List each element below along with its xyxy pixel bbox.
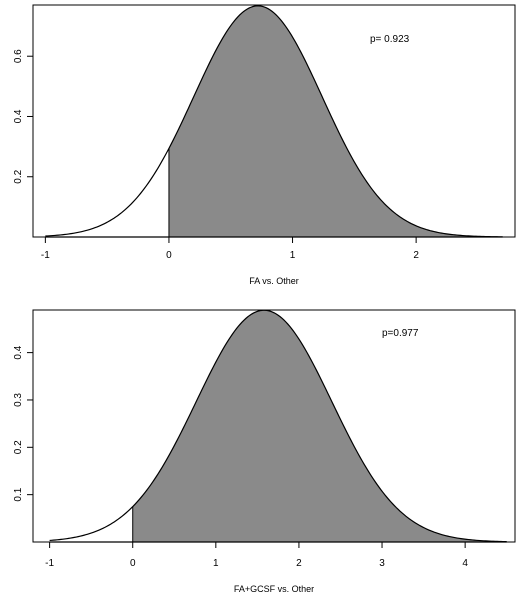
y-tick-label: 0.3 bbox=[13, 393, 24, 407]
y-tick-label: 0.4 bbox=[13, 109, 24, 123]
y-tick-label: 0.6 bbox=[13, 49, 24, 63]
x-tick-label: 2 bbox=[296, 558, 302, 569]
plot-frame bbox=[32, 4, 516, 238]
x-tick-label: 3 bbox=[379, 558, 385, 569]
p-value-annotation: p=0.977 bbox=[382, 328, 419, 339]
shaded-area bbox=[168, 5, 503, 237]
x-tick-label: 4 bbox=[462, 558, 468, 569]
y-tick-label: 0.2 bbox=[13, 169, 24, 183]
shaded-area bbox=[132, 310, 507, 542]
x-tick-label: 0 bbox=[166, 250, 172, 261]
y-tick-label: 0.2 bbox=[13, 440, 24, 454]
chart-panel-1: -1 0 1 2 0.2 0.4 0.6 FA vs. Other p= 0.923 bbox=[13, 4, 516, 286]
p-value-annotation: p= 0.923 bbox=[370, 34, 410, 45]
plot-frame bbox=[32, 309, 516, 543]
x-tick-label: -1 bbox=[45, 558, 54, 569]
y-tick-label: 0.1 bbox=[13, 487, 24, 501]
x-tick-label: 0 bbox=[130, 558, 136, 569]
x-tick-label: 1 bbox=[213, 558, 219, 569]
x-tick-label: -1 bbox=[41, 250, 50, 261]
x-axis-title: FA+GCSF vs. Other bbox=[234, 584, 314, 594]
density-curve bbox=[45, 5, 503, 238]
x-tick-label: 2 bbox=[413, 250, 419, 261]
chart-panel-2: -1 0 1 2 3 4 0.1 0.2 0.3 0.4 FA+GCSF vs. Other p=0.… bbox=[13, 309, 516, 594]
x-tick-label: 1 bbox=[290, 250, 296, 261]
x-axis-title: FA vs. Other bbox=[249, 276, 299, 286]
density-curve bbox=[49, 309, 507, 543]
y-tick-label: 0.4 bbox=[13, 345, 24, 359]
